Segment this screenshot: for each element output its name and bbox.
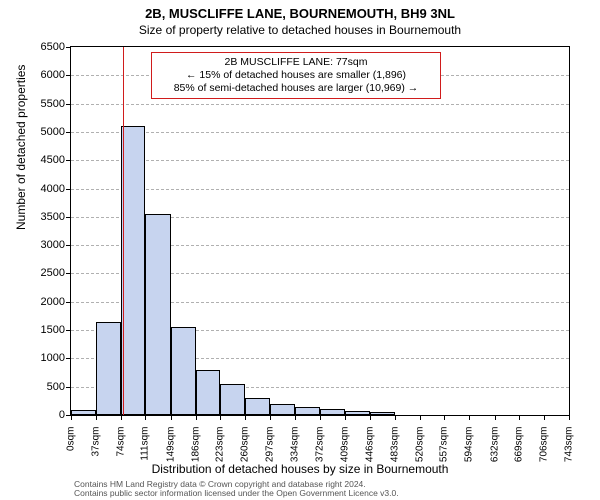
xtick-label: 446sqm bbox=[364, 427, 375, 487]
xtick-label: 111sqm bbox=[140, 427, 151, 487]
xtick-mark bbox=[469, 415, 470, 420]
xtick-mark bbox=[96, 415, 97, 420]
histogram-bar bbox=[96, 322, 121, 415]
histogram-bar bbox=[345, 411, 370, 415]
ytick-label: 5000 bbox=[15, 126, 65, 138]
xtick-label: 223sqm bbox=[215, 427, 226, 487]
subject-marker-line bbox=[123, 47, 124, 415]
plot-area: 0500100015002000250030003500400045005000… bbox=[70, 46, 570, 416]
ytick-label: 0 bbox=[15, 409, 65, 421]
ytick-mark bbox=[66, 47, 71, 48]
xtick-mark bbox=[395, 415, 396, 420]
x-axis-label: Distribution of detached houses by size … bbox=[0, 462, 600, 476]
gridline bbox=[71, 160, 569, 161]
ytick-label: 2000 bbox=[15, 296, 65, 308]
xtick-mark bbox=[444, 415, 445, 420]
histogram-bar bbox=[320, 409, 345, 415]
xtick-mark bbox=[245, 415, 246, 420]
footer-line2: Contains public sector information licen… bbox=[74, 489, 399, 498]
xtick-label: 372sqm bbox=[315, 427, 326, 487]
xtick-label: 149sqm bbox=[165, 427, 176, 487]
xtick-mark bbox=[495, 415, 496, 420]
ytick-mark bbox=[66, 75, 71, 76]
xtick-label: 297sqm bbox=[265, 427, 276, 487]
xtick-label: 669sqm bbox=[514, 427, 525, 487]
xtick-label: 632sqm bbox=[489, 427, 500, 487]
xtick-mark bbox=[345, 415, 346, 420]
xtick-mark bbox=[121, 415, 122, 420]
footer: Contains HM Land Registry data © Crown c… bbox=[74, 480, 399, 499]
ytick-mark bbox=[66, 132, 71, 133]
xtick-label: 520sqm bbox=[414, 427, 425, 487]
xtick-mark bbox=[420, 415, 421, 420]
ytick-mark bbox=[66, 358, 71, 359]
gridline bbox=[71, 132, 569, 133]
histogram-bar bbox=[245, 398, 270, 415]
histogram-bar bbox=[270, 404, 295, 415]
chart-subtitle: Size of property relative to detached ho… bbox=[0, 21, 600, 37]
histogram-bar bbox=[370, 412, 395, 415]
ytick-label: 6500 bbox=[15, 41, 65, 53]
histogram-bar bbox=[71, 410, 96, 415]
xtick-mark bbox=[220, 415, 221, 420]
xtick-mark bbox=[71, 415, 72, 420]
ytick-mark bbox=[66, 160, 71, 161]
ytick-label: 5500 bbox=[15, 98, 65, 110]
ytick-label: 500 bbox=[15, 381, 65, 393]
annotation-line2: ← 15% of detached houses are smaller (1,… bbox=[158, 69, 434, 82]
ytick-mark bbox=[66, 104, 71, 105]
xtick-label: 74sqm bbox=[115, 427, 126, 487]
xtick-mark bbox=[171, 415, 172, 420]
ytick-label: 1500 bbox=[15, 324, 65, 336]
gridline bbox=[71, 189, 569, 190]
xtick-label: 409sqm bbox=[340, 427, 351, 487]
xtick-mark bbox=[196, 415, 197, 420]
y-axis-label: Number of detached properties bbox=[14, 65, 28, 230]
ytick-mark bbox=[66, 273, 71, 274]
xtick-mark bbox=[370, 415, 371, 420]
xtick-label: 706sqm bbox=[539, 427, 550, 487]
histogram-bar bbox=[145, 214, 170, 415]
ytick-mark bbox=[66, 189, 71, 190]
histogram-bar bbox=[220, 384, 245, 415]
xtick-mark bbox=[320, 415, 321, 420]
ytick-label: 6000 bbox=[15, 69, 65, 81]
xtick-mark bbox=[270, 415, 271, 420]
ytick-label: 3500 bbox=[15, 211, 65, 223]
chart-title: 2B, MUSCLIFFE LANE, BOURNEMOUTH, BH9 3NL bbox=[0, 0, 600, 21]
xtick-label: 260sqm bbox=[240, 427, 251, 487]
annotation-box: 2B MUSCLIFFE LANE: 77sqm← 15% of detache… bbox=[151, 52, 441, 99]
xtick-label: 743sqm bbox=[564, 427, 575, 487]
xtick-mark bbox=[569, 415, 570, 420]
xtick-mark bbox=[145, 415, 146, 420]
annotation-line3: 85% of semi-detached houses are larger (… bbox=[158, 82, 434, 95]
ytick-mark bbox=[66, 387, 71, 388]
xtick-mark bbox=[544, 415, 545, 420]
histogram-bar bbox=[295, 407, 320, 415]
ytick-label: 2500 bbox=[15, 267, 65, 279]
xtick-label: 334sqm bbox=[289, 427, 300, 487]
xtick-label: 186sqm bbox=[190, 427, 201, 487]
histogram-bar bbox=[171, 327, 196, 415]
ytick-mark bbox=[66, 245, 71, 246]
ytick-label: 1000 bbox=[15, 352, 65, 364]
xtick-label: 0sqm bbox=[66, 427, 77, 487]
histogram-bar bbox=[121, 126, 146, 415]
xtick-label: 557sqm bbox=[439, 427, 450, 487]
xtick-mark bbox=[519, 415, 520, 420]
annotation-line1: 2B MUSCLIFFE LANE: 77sqm bbox=[158, 56, 434, 69]
xtick-label: 37sqm bbox=[90, 427, 101, 487]
xtick-label: 594sqm bbox=[464, 427, 475, 487]
ytick-label: 4500 bbox=[15, 154, 65, 166]
xtick-label: 483sqm bbox=[389, 427, 400, 487]
ytick-mark bbox=[66, 217, 71, 218]
ytick-mark bbox=[66, 302, 71, 303]
ytick-label: 4000 bbox=[15, 183, 65, 195]
gridline bbox=[71, 104, 569, 105]
histogram-bar bbox=[196, 370, 221, 415]
ytick-label: 3000 bbox=[15, 239, 65, 251]
plot-wrap: 0500100015002000250030003500400045005000… bbox=[70, 46, 570, 416]
ytick-mark bbox=[66, 330, 71, 331]
xtick-mark bbox=[295, 415, 296, 420]
